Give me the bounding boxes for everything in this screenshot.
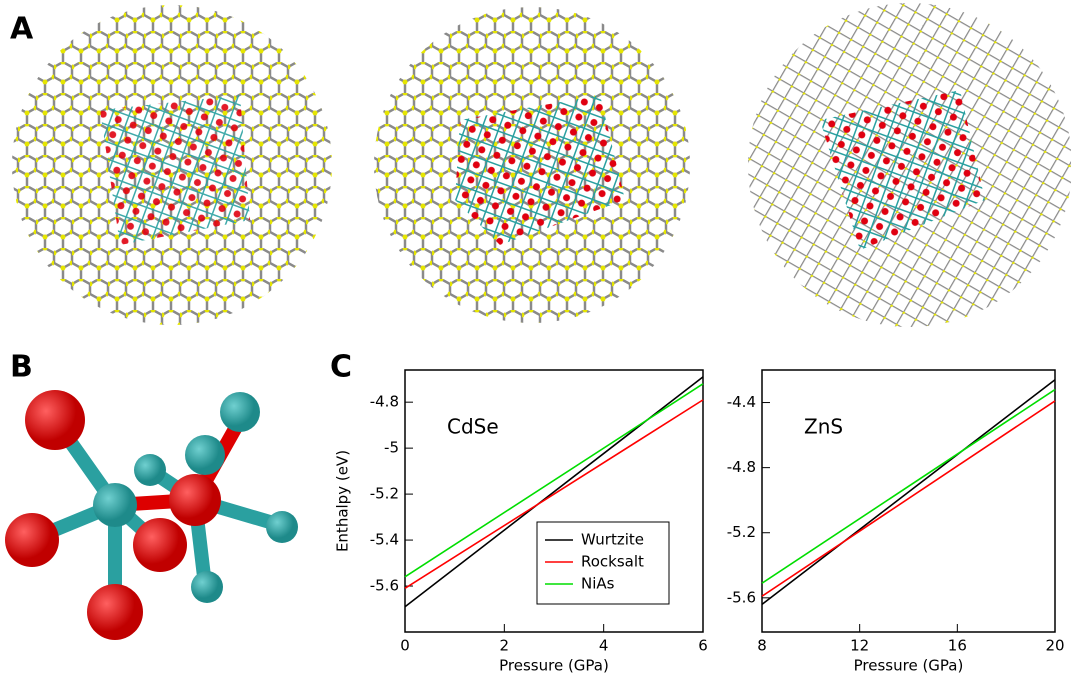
y-axis-label: Enthalpy (eV) — [334, 450, 352, 552]
panel-label: B — [10, 350, 33, 385]
y-tick-label: -5 — [384, 439, 399, 457]
x-tick-label: 4 — [599, 637, 609, 655]
legend-label: NiAs — [581, 575, 615, 593]
annotation: CdSe — [447, 415, 499, 439]
x-tick-label: 0 — [400, 637, 410, 655]
x-axis-label: Pressure (GPa) — [499, 657, 609, 675]
x-tick-label: 8 — [757, 637, 767, 655]
x-tick-label: 20 — [1045, 637, 1064, 655]
legend-label: Wurtzite — [581, 531, 644, 549]
y-tick-label: -4.8 — [727, 458, 756, 476]
y-tick-label: -4.8 — [370, 393, 399, 411]
series-line — [762, 380, 1055, 605]
y-tick-label: -5.4 — [370, 531, 399, 549]
y-tick-label: -5.2 — [727, 523, 756, 541]
annotation: ZnS — [804, 415, 843, 439]
panel-label: C — [330, 350, 352, 385]
x-tick-label: 2 — [500, 637, 510, 655]
y-tick-label: -5.6 — [727, 588, 756, 606]
y-tick-label: -4.4 — [727, 393, 756, 411]
plot-frame — [762, 370, 1055, 632]
x-tick-label: 16 — [948, 637, 967, 655]
x-tick-label: 12 — [850, 637, 869, 655]
x-axis-label: Pressure (GPa) — [854, 657, 964, 675]
panel-label: A — [10, 12, 34, 47]
y-tick-label: -5.6 — [370, 577, 399, 595]
x-tick-label: 6 — [698, 637, 708, 655]
octahedral-structure — [5, 390, 298, 640]
nanocrystal-images — [12, 3, 1071, 327]
y-tick-label: -5.2 — [370, 485, 399, 503]
figure: A B C 0 2 4 6 -5.6 -5.4 -5.2 -5 -4.8 Pressure (GP… — [0, 0, 1071, 686]
legend-label: Rocksalt — [581, 553, 644, 571]
